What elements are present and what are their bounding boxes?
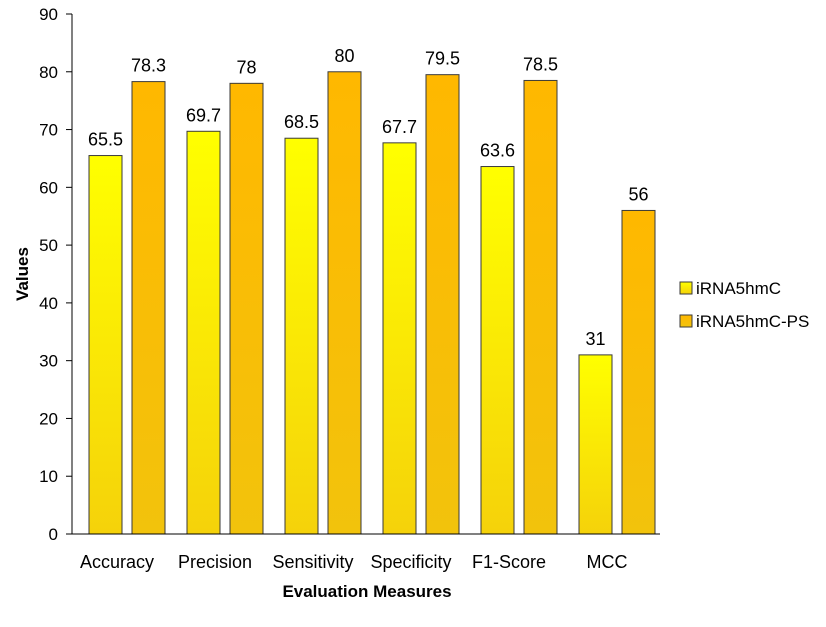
legend-label: iRNA5hmC [696,279,781,298]
y-tick-label: 10 [39,467,58,486]
data-label: 63.6 [480,141,515,161]
bar-irna5hmc-ps-specificity [425,74,460,535]
data-label: 78 [236,57,256,77]
data-label: 79.5 [425,49,460,69]
legend: iRNA5hmC iRNA5hmC-PS [679,279,809,331]
x-axis-category-labels: Accuracy Precision Sensitivity Specificity F… [80,552,628,572]
data-label: 80 [334,46,354,66]
bar-irna5hmc-ps-accuracy [131,81,166,535]
legend-swatch [679,281,693,295]
y-axis-title: Values [13,247,32,301]
bar-irna5hmc-sensitivity [284,137,319,535]
bar-irna5hmc-mcc [578,354,613,535]
y-axis-ticks: 0 10 20 30 40 50 60 70 80 90 [39,5,72,544]
bar-irna5hmc-ps-sensitivity [327,71,362,535]
bar-irna5hmc-accuracy [88,155,123,535]
bar-irna5hmc-ps-mcc [621,209,656,535]
legend-swatch [679,314,693,328]
x-category-label: Sensitivity [272,552,353,572]
bar-irna5hmc-ps-precision [229,82,264,535]
bar-irna5hmc-f1-score [480,166,515,535]
data-label: 31 [585,329,605,349]
x-axis-title: Evaluation Measures [282,582,451,601]
data-label: 65.5 [88,130,123,150]
y-tick-label: 0 [49,525,58,544]
x-category-label: F1-Score [472,552,546,572]
y-tick-label: 40 [39,294,58,313]
bar-irna5hmc-specificity [382,142,417,535]
bars-group [88,71,656,535]
y-tick-label: 80 [39,63,58,82]
y-tick-label: 70 [39,121,58,140]
data-label: 68.5 [284,112,319,132]
x-category-label: Precision [178,552,252,572]
legend-label: iRNA5hmC-PS [696,312,809,331]
data-label: 78.5 [523,54,558,74]
bar-irna5hmc-ps-f1-score [523,79,558,535]
bar-irna5hmc-precision [186,130,221,535]
y-tick-label: 60 [39,178,58,197]
x-category-label: Specificity [370,552,451,572]
data-label: 78.3 [131,56,166,76]
y-tick-label: 30 [39,352,58,371]
x-category-label: Accuracy [80,552,154,572]
x-category-label: MCC [587,552,628,572]
y-tick-label: 90 [39,5,58,24]
y-tick-label: 20 [39,409,58,428]
data-labels-group: 65.5 78.3 69.7 78 68.5 80 67.7 79.5 63.6 78.5 31 56 [88,46,649,349]
data-label: 69.7 [186,105,221,125]
y-tick-label: 50 [39,236,58,255]
data-label: 56 [628,184,648,204]
data-label: 67.7 [382,117,417,137]
